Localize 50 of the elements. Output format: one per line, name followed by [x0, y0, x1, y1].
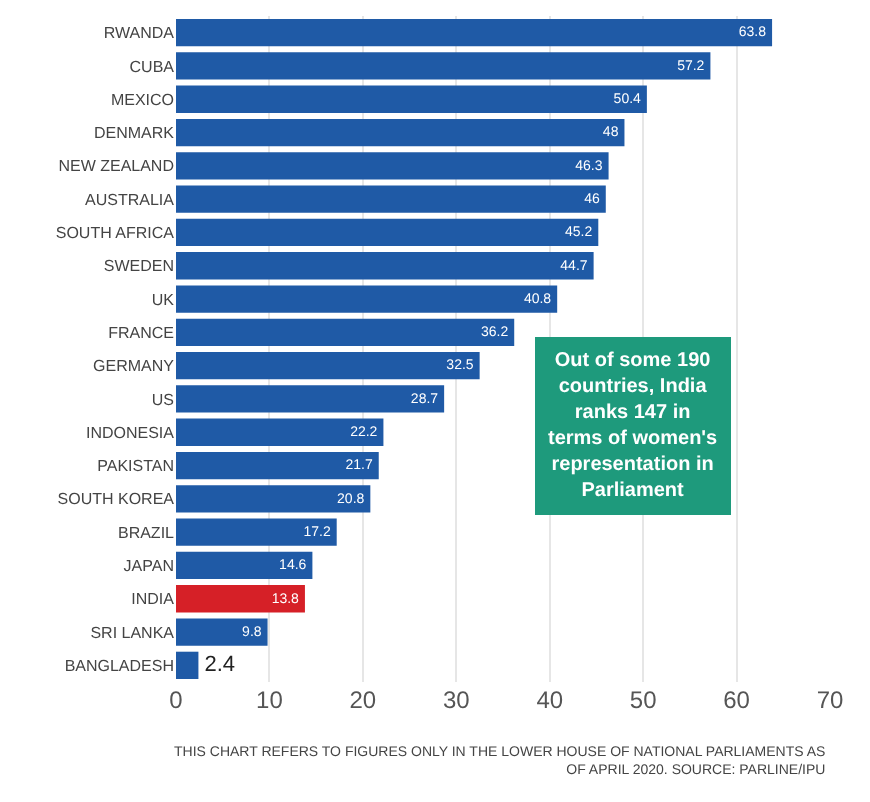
- x-tick-label: 40: [536, 686, 564, 714]
- y-tick-label: SWEDEN: [103, 257, 175, 276]
- annotation: Out of some 190 countries, India ranks 147 in terms of women's representation in Parliament: [548, 350, 719, 502]
- y-tick-label: US: [151, 390, 174, 409]
- y-tick-label: BRAZIL: [117, 523, 176, 542]
- bar: [176, 585, 305, 613]
- y-tick-label: SOUTH KOREA: [57, 490, 176, 509]
- x-tick-label: 10: [256, 686, 284, 714]
- bar: [176, 218, 599, 247]
- y-tick-label: JAPAN: [123, 557, 175, 576]
- bar: [176, 518, 337, 546]
- bar: [176, 152, 609, 180]
- bar: [176, 19, 773, 47]
- bar: [176, 551, 313, 580]
- bar: [176, 118, 625, 147]
- bar: [176, 52, 711, 80]
- x-tick-label: 20: [349, 686, 377, 714]
- y-tick-label: NEW ZEALAND: [58, 157, 175, 176]
- bar: [176, 451, 379, 480]
- bar: [176, 85, 647, 113]
- y-tick-label: INDIA: [131, 590, 176, 609]
- y-tick-label: BANGLADESH: [64, 656, 175, 675]
- bar: [176, 185, 606, 213]
- y-tick-label: FRANCE: [108, 323, 174, 342]
- y-tick-label: SRI LANKA: [90, 623, 176, 642]
- y-tick-label: AUSTRALIA: [85, 190, 176, 209]
- bar: [176, 418, 384, 446]
- y-tick-label: CUBA: [129, 57, 176, 76]
- bar: [176, 285, 558, 313]
- bar: [176, 651, 199, 679]
- y-tick-label: PAKISTAN: [97, 457, 175, 476]
- bar: [176, 618, 268, 646]
- x-tick-label: 50: [629, 686, 658, 714]
- y-tick-label: SOUTH AFRICA: [55, 224, 176, 243]
- y-tick-label: INDONESIA: [85, 423, 176, 442]
- bar: [176, 385, 445, 413]
- x-tick-label: 60: [723, 686, 751, 714]
- bar: [176, 318, 515, 346]
- y-tick-label: RWANDA: [103, 24, 176, 43]
- x-tick-label: 0: [169, 686, 184, 714]
- y-tick-label: DENMARK: [93, 124, 176, 143]
- y-tick-label: UK: [151, 290, 176, 309]
- bar: [176, 252, 594, 280]
- y-tick-label: GERMANY: [93, 357, 176, 376]
- bar: [176, 485, 371, 513]
- y-tick-label: MEXICO: [110, 90, 174, 109]
- data-label: 2.4: [204, 653, 236, 678]
- x-tick-label: 70: [816, 686, 844, 714]
- x-tick-label: 30: [442, 686, 471, 714]
- bar: [176, 352, 480, 380]
